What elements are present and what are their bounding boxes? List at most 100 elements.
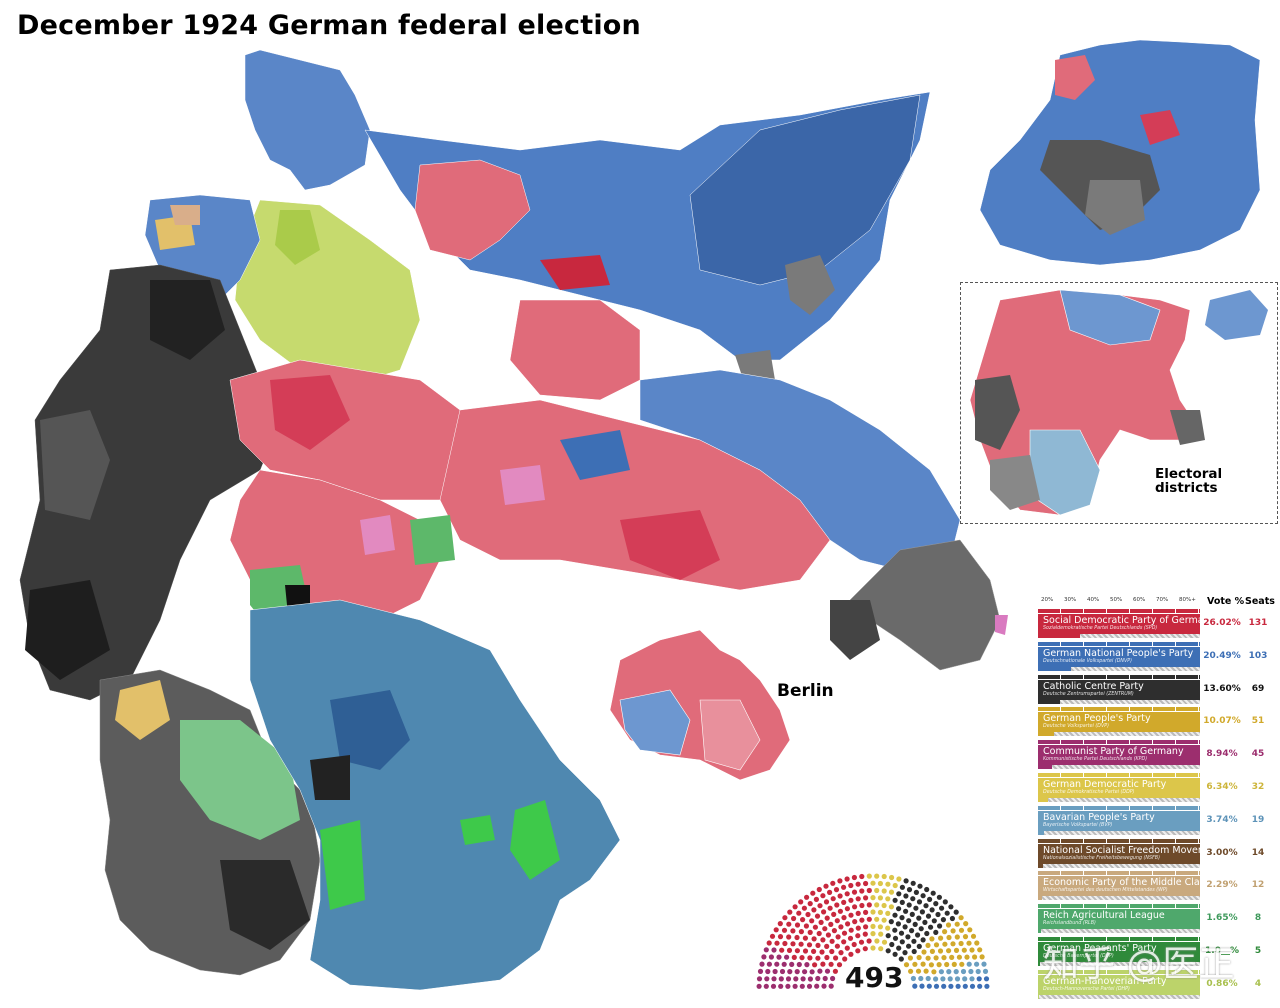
parliament-seat bbox=[924, 930, 930, 937]
parliament-seat bbox=[881, 917, 887, 923]
parliament-seat bbox=[786, 934, 792, 940]
parliament-seat bbox=[806, 983, 813, 989]
parliament-seat bbox=[765, 968, 771, 975]
page-title: December 1924 German federal election bbox=[17, 10, 641, 41]
parliament-seat bbox=[938, 969, 945, 975]
parliament-seat bbox=[815, 975, 821, 982]
parliament-seat bbox=[790, 928, 796, 934]
parliament-seat bbox=[866, 916, 872, 922]
vote-track bbox=[1038, 732, 1200, 737]
parliament-seat bbox=[830, 896, 836, 902]
parliament-seat bbox=[768, 954, 775, 960]
parliament-seat bbox=[949, 954, 955, 961]
parliament-seat bbox=[761, 954, 767, 960]
vote-fill bbox=[1038, 962, 1040, 966]
parliament-seat bbox=[800, 976, 806, 982]
parliament-seat bbox=[913, 889, 920, 896]
parliament-seat bbox=[970, 933, 977, 939]
seats-header: Seats bbox=[1245, 596, 1275, 607]
parliament-seat bbox=[977, 983, 983, 989]
parliament-seat bbox=[816, 886, 822, 893]
legend-row: Catholic Centre Party Deutsche Zentrumspa… bbox=[1038, 674, 1278, 705]
parliament-seat bbox=[933, 983, 940, 989]
parliament-seat bbox=[870, 923, 876, 930]
parliament-seat bbox=[958, 940, 964, 947]
parliament-seat bbox=[824, 915, 830, 921]
parliament-seat bbox=[896, 906, 902, 912]
parliament-seat bbox=[944, 961, 950, 968]
parliament-seat bbox=[781, 927, 788, 933]
parliament-seat bbox=[961, 947, 967, 953]
legend-scale-strip bbox=[1038, 937, 1200, 941]
party-subname: Deutschnationale Volkspartei (DNVP) bbox=[1043, 658, 1133, 664]
parliament-seat bbox=[935, 911, 941, 918]
parliament-seat bbox=[823, 899, 830, 905]
parliament-seat bbox=[866, 887, 872, 894]
electoral-districts-inset bbox=[960, 282, 1278, 524]
parliament-seat bbox=[813, 896, 820, 903]
legend-scale-strip bbox=[1038, 805, 1200, 810]
parliament-seat bbox=[937, 923, 943, 929]
parliament-seat bbox=[794, 922, 801, 928]
parliament-seat bbox=[950, 928, 956, 934]
vote-fill bbox=[1038, 699, 1061, 704]
parliament-seat bbox=[859, 873, 865, 880]
parliament-seat bbox=[787, 909, 793, 915]
parliament-seat bbox=[962, 934, 969, 940]
parliament-seat bbox=[881, 873, 887, 880]
seat-count: 131 bbox=[1248, 618, 1268, 628]
parliament-seat bbox=[946, 969, 952, 975]
parliament-seat bbox=[877, 924, 884, 930]
legend-scale-strip bbox=[1038, 773, 1200, 777]
parliament-seat bbox=[811, 936, 817, 942]
legend-scale-strip bbox=[1038, 740, 1200, 745]
parliament-seat bbox=[757, 968, 764, 975]
parliament-seat bbox=[954, 934, 960, 940]
parliament-seat bbox=[929, 936, 935, 942]
party-subname: Deutsche Demokratische Partei (DDP) bbox=[1043, 790, 1135, 795]
parliament-seat bbox=[859, 902, 865, 909]
legend-row: Social Democratic Party of Germany Sozial… bbox=[1038, 609, 1278, 639]
parliament-seat bbox=[920, 937, 926, 943]
parliament-seat bbox=[892, 897, 898, 903]
party-bar: German Democratic Party Deutsche Demokrat… bbox=[1038, 778, 1200, 798]
parliament-seat bbox=[940, 917, 947, 923]
parliament-seat bbox=[820, 961, 826, 967]
parliament-seat bbox=[862, 946, 868, 952]
electoral-districts-inset-map bbox=[969, 289, 1268, 516]
seat-count: 5 bbox=[1254, 946, 1262, 956]
parliament-seat bbox=[794, 934, 800, 941]
legend-scale-strip bbox=[1038, 904, 1200, 909]
seat-count: 51 bbox=[1251, 716, 1265, 727]
parliament-seat bbox=[851, 874, 858, 881]
parliament-seat bbox=[874, 916, 880, 922]
parliament-seat bbox=[892, 935, 899, 941]
parliament-seat bbox=[807, 976, 814, 982]
vote-fill bbox=[1038, 929, 1041, 934]
parliament-seat bbox=[940, 976, 946, 982]
parliament-seat bbox=[953, 947, 960, 954]
parliament-seat bbox=[791, 954, 797, 961]
parliament-seat bbox=[885, 925, 891, 931]
legend-scale-strip bbox=[1038, 707, 1200, 712]
parliament-seat bbox=[969, 983, 976, 989]
parliament-seat bbox=[833, 887, 840, 893]
watermark: 知乎 @医正 bbox=[1043, 944, 1235, 985]
parliament-seat bbox=[769, 933, 776, 939]
parliament-seat bbox=[803, 923, 810, 929]
seat-count: 69 bbox=[1251, 683, 1265, 694]
parliament-seat bbox=[841, 899, 847, 906]
parliament-seat bbox=[848, 927, 854, 933]
parliament-seat bbox=[824, 943, 830, 950]
parliament-seat bbox=[814, 983, 820, 989]
parliament-seat bbox=[899, 899, 905, 906]
parliament-seat bbox=[811, 907, 817, 913]
party-bar: National Socialist Freedom MovementNatio… bbox=[1038, 843, 1200, 864]
legend-row: National Socialist Freedom MovementNatio… bbox=[1038, 838, 1278, 869]
parliament-seat bbox=[870, 880, 876, 886]
parliament-seat bbox=[838, 950, 844, 956]
parliament-seat bbox=[936, 894, 943, 900]
parliament-seat bbox=[841, 930, 848, 936]
vote-track bbox=[1038, 765, 1200, 770]
parliament-seat bbox=[874, 873, 880, 879]
